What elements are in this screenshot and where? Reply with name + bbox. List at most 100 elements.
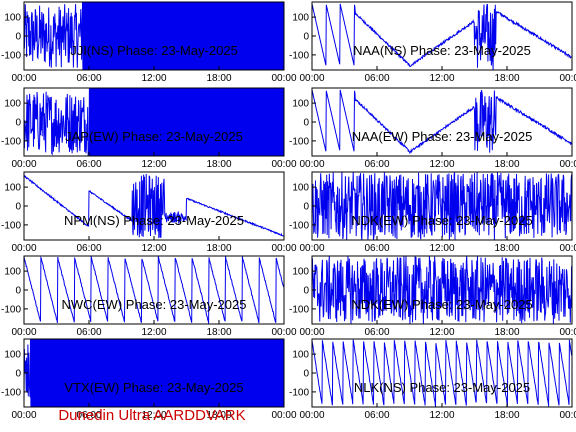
x-tick-label: 18:00 (206, 159, 231, 170)
phase-series-line (311, 256, 573, 324)
x-tick-label: 18:00 (206, 243, 231, 254)
y-tick-label: 0 (303, 32, 309, 43)
y-tick-label: -100 (289, 50, 309, 61)
x-tick-label: 06:00 (364, 243, 389, 254)
x-tick-label: 18:00 (206, 73, 231, 84)
panel-title: JAP(EW) Phase: 23-May-2025 (65, 129, 243, 144)
y-tick-label: 0 (303, 286, 309, 297)
phase-panel: 100 0 -100 00:00 06:00 12:00 18:00 00:00 NAA(NS)… (289, 1, 576, 84)
x-tick-label: 00:00 (271, 243, 296, 254)
phase-series-line (23, 87, 285, 157)
y-tick-label: -100 (289, 304, 309, 315)
x-tick-label: 00:00 (271, 410, 296, 421)
x-tick-label: 00:00 (11, 159, 36, 170)
phase-series-line (311, 339, 573, 407)
x-tick-label: 18:00 (494, 73, 519, 84)
y-tick-label: 0 (15, 118, 21, 129)
phase-panel: 100 0 -100 00:00 06:00 12:00 18:00 00:00 NLK(NS)… (289, 338, 576, 421)
x-tick-label: 18:00 (494, 159, 519, 170)
y-tick-label: 100 (292, 183, 309, 194)
x-tick-label: 06:00 (76, 243, 101, 254)
y-tick-label: 0 (15, 286, 21, 297)
x-tick-label: 06:00 (364, 73, 389, 84)
panel-title: NWC(EW) Phase: 23-May-2025 (62, 297, 247, 312)
y-tick-label: 0 (15, 32, 21, 43)
x-tick-label: 06:00 (76, 159, 101, 170)
x-tick-label: 12:00 (429, 159, 454, 170)
y-tick-label: -100 (289, 220, 309, 231)
y-tick-label: -100 (1, 50, 21, 61)
x-tick-label: 18:00 (494, 243, 519, 254)
phase-series-line (23, 255, 285, 324)
y-tick-label: -100 (289, 387, 309, 398)
x-tick-label: 06:00 (76, 410, 101, 421)
panel-title: NDK(EW) Phase: 23-May-2025 (351, 213, 532, 228)
phase-series-line (23, 1, 285, 71)
x-tick-label: 18:00 (206, 410, 231, 421)
x-tick-label: 00:00 (559, 243, 576, 254)
x-tick-label: 06:00 (364, 410, 389, 421)
y-tick-label: 100 (292, 267, 309, 278)
phase-series-line (311, 171, 573, 241)
y-tick-label: -100 (1, 220, 21, 231)
x-tick-label: 00:00 (11, 327, 36, 338)
y-tick-label: 100 (292, 99, 309, 110)
y-tick-label: 100 (4, 183, 21, 194)
x-tick-label: 06:00 (364, 327, 389, 338)
phase-panel: 100 0 -100 00:00 06:00 12:00 18:00 00:00 NDK(EW)… (289, 171, 576, 254)
y-tick-label: 100 (4, 350, 21, 361)
x-tick-label: 18:00 (206, 327, 231, 338)
y-tick-label: -100 (1, 387, 21, 398)
phase-panel: 100 0 -100 00:00 06:00 12:00 18:00 00:00 NDK(EW)… (289, 255, 576, 338)
phase-panel: 100 0 -100 00:00 06:00 12:00 18:00 00:00 JJI(NS)… (1, 1, 297, 84)
phase-panel: 100 0 -100 00:00 06:00 12:00 18:00 00:00 NPM(NS)… (1, 171, 297, 254)
y-tick-label: 0 (303, 202, 309, 213)
x-tick-label: 00:00 (559, 159, 576, 170)
x-tick-label: 18:00 (494, 327, 519, 338)
panel-title: NLK(NS) Phase: 23-May-2025 (354, 380, 530, 395)
x-tick-label: 12:00 (141, 243, 166, 254)
x-tick-label: 00:00 (271, 73, 296, 84)
x-tick-label: 00:00 (11, 410, 36, 421)
x-tick-label: 12:00 (429, 327, 454, 338)
plot-frame (311, 87, 573, 157)
x-tick-label: 12:00 (141, 73, 166, 84)
x-tick-label: 06:00 (364, 159, 389, 170)
phase-series-line (23, 173, 284, 239)
y-tick-label: 100 (292, 13, 309, 24)
x-tick-label: 00:00 (299, 243, 324, 254)
x-tick-label: 00:00 (559, 327, 576, 338)
phase-panel: 100 0 -100 00:00 06:00 12:00 18:00 00:00 JAP(EW)… (1, 87, 297, 170)
x-tick-label: 00:00 (271, 327, 296, 338)
phase-panel: 100 0 -100 00:00 06:00 12:00 18:00 00:00 NAA(EW)… (289, 87, 576, 170)
x-tick-label: 00:00 (11, 73, 36, 84)
y-tick-label: 0 (303, 118, 309, 129)
phase-panel: 100 0 -100 00:00 06:00 12:00 18:00 00:00 NWC(EW)… (1, 255, 297, 338)
x-tick-label: 12:00 (141, 159, 166, 170)
phase-panel: 100 0 -100 00:00 06:00 12:00 18:00 00:00 VTX(EW)… (1, 338, 297, 421)
y-tick-label: 100 (4, 99, 21, 110)
x-tick-label: 12:00 (429, 73, 454, 84)
x-tick-label: 18:00 (494, 410, 519, 421)
x-tick-label: 00:00 (299, 73, 324, 84)
panel-title: JJI(NS) Phase: 23-May-2025 (70, 43, 238, 58)
y-tick-label: -100 (289, 136, 309, 147)
y-tick-label: -100 (1, 136, 21, 147)
panel-title: NPM(NS) Phase: 23-May-2025 (64, 213, 244, 228)
x-tick-label: 00:00 (299, 410, 324, 421)
x-tick-label: 06:00 (76, 73, 101, 84)
y-tick-label: 0 (15, 369, 21, 380)
panel-title: NAA(EW) Phase: 23-May-2025 (352, 129, 533, 144)
panel-title: VTX(EW) Phase: 23-May-2025 (64, 380, 243, 395)
y-tick-label: 100 (4, 13, 21, 24)
y-tick-label: 0 (15, 202, 21, 213)
x-tick-label: 12:00 (141, 327, 166, 338)
y-tick-label: 100 (4, 267, 21, 278)
x-tick-label: 12:00 (141, 410, 166, 421)
phase-series-line (311, 3, 572, 70)
x-tick-label: 12:00 (429, 410, 454, 421)
x-tick-label: 12:00 (429, 243, 454, 254)
x-tick-label: 00:00 (299, 327, 324, 338)
